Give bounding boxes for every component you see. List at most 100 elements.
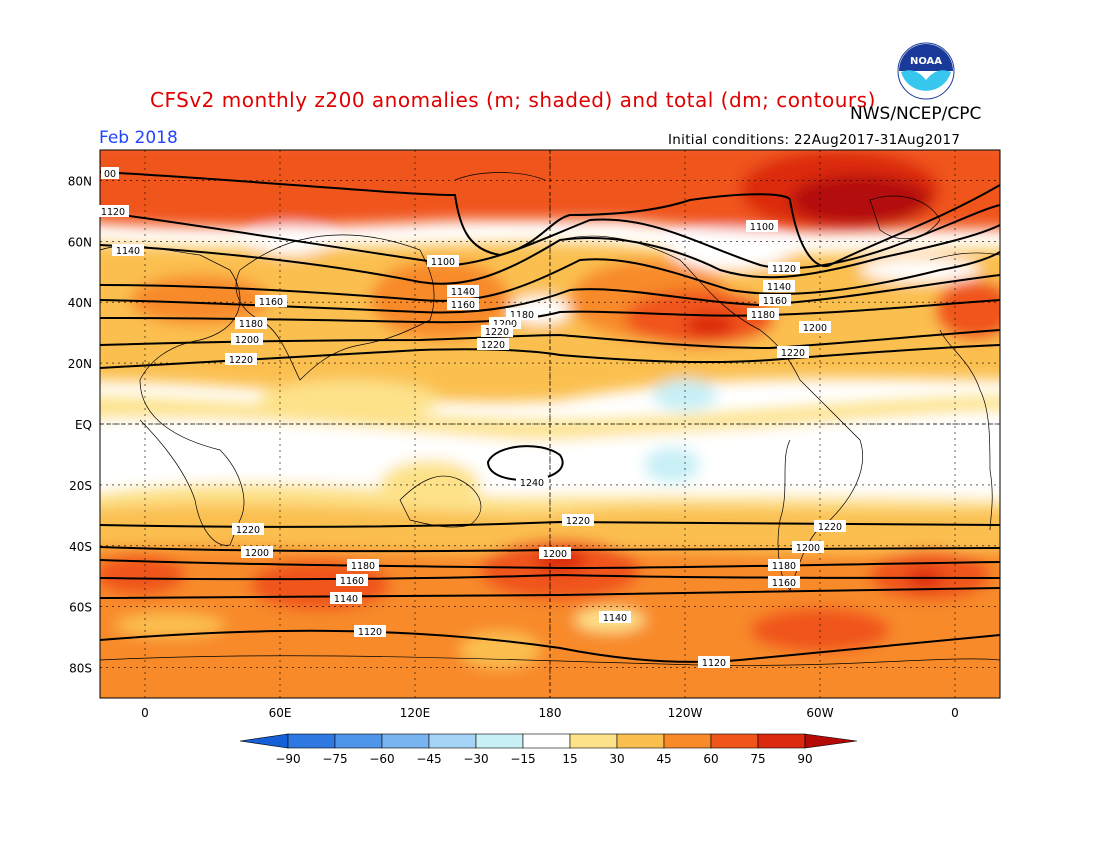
contour-label-box [347,559,379,571]
contour-label: 1160 [768,576,800,589]
colorbar-arrow-left [239,733,289,749]
contour-label: 1220 [232,523,264,536]
contour-label: 1160 [255,295,287,308]
colorbar-swatch [710,733,759,749]
contour-label-box [562,514,594,526]
lon-label: 60W [806,706,833,720]
contour-label-box [768,559,800,571]
contour-label-text: 1120 [702,658,726,669]
contour-label-text: 1220 [485,327,509,338]
contour-label-box [763,280,795,292]
contour-label-box [777,346,809,358]
organization-label: NWS/NCEP/CPC [850,104,982,124]
contour-label-box [599,611,631,623]
contour-label-box [746,220,778,232]
contour-label-text: 1140 [334,594,358,605]
contour-label-text: 1120 [772,264,796,275]
contour-label-box [477,338,509,350]
contour-label-box [101,167,119,179]
initial-conditions-label: Initial conditions: 22Aug2017-31Aug2017 [668,132,961,148]
contour-label-box [330,592,362,604]
lat-label: EQ [75,418,92,432]
contour-label: 1240 [516,476,548,489]
contour-label: 1220 [777,346,809,359]
contour-label-text: 1200 [235,335,259,346]
lon-label: 0 [951,706,959,720]
colorbar-tick-label: 60 [703,752,718,766]
contour-label: 1140 [763,280,795,293]
lat-label: 40S [69,540,92,554]
contour-label: 1220 [814,520,846,533]
contour-label-text: 1200 [543,549,567,560]
contour-label-text: 00 [104,169,116,180]
contour-label-box [768,576,800,588]
lat-label: 60N [68,235,92,249]
contour-label-text: 1100 [750,222,774,233]
contour-label-box [225,353,257,365]
contour-label: 1200 [241,546,273,559]
colorbar-swatch [569,733,618,749]
contour-labels: 1100 1100 1120 1120 1140 1140 1140 1160 1160 1160… [97,167,846,669]
valid-month-label: Feb 2018 [99,128,178,148]
contour-label-text: 1160 [451,300,475,311]
contour-label-box [792,541,824,553]
colorbar-tick-label: −45 [416,752,441,766]
contour-label-text: 1160 [772,578,796,589]
contour-label: 1100 [746,220,778,233]
contour-label-box [759,294,791,306]
contour-label-text: 1160 [340,576,364,587]
lon-label: 60E [269,706,292,720]
contour-label-text: 1220 [236,525,260,536]
contour-label-text: 1140 [603,613,627,624]
colorbar-tick-label: 90 [797,752,812,766]
contour-label-text: 1220 [481,340,505,351]
contour-label-text: 1180 [239,319,263,330]
contour-label: 1160 [336,574,368,587]
lon-label: 180 [539,706,562,720]
contour-label-text: 1180 [510,310,534,321]
contour-label-box [255,295,287,307]
colorbar-tick-label: 30 [609,752,624,766]
chart-title: CFSv2 monthly z200 anomalies (m; shaded)… [150,88,876,112]
contour-label-text: 1180 [772,561,796,572]
colorbar-arrow-right [804,733,858,749]
lat-label: 20S [69,479,92,493]
contour-label-text: 1220 [229,355,253,366]
lat-label: 60S [69,601,92,615]
lat-label: 80S [69,662,92,676]
contour-label-box [231,333,263,345]
contour-label: 1200 [792,541,824,554]
contour-label-box [814,520,846,532]
contour-label: 1220 [562,514,594,527]
contour-label-text: 1140 [451,287,475,298]
lat-label: 20N [68,357,92,371]
contour-label-box [481,325,513,337]
contour-label: 1180 [747,308,779,321]
colorbar-swatch [616,733,665,749]
contour-label-box [516,476,548,488]
contour-label: 1100 [427,255,459,268]
contour-label-text: 1120 [358,627,382,638]
contour-label: 1160 [447,298,479,311]
contour-label-box [427,255,459,267]
contour-label-text: 1140 [116,246,140,257]
contour-label: 1200 [799,321,831,334]
contour-label-text: 1220 [818,522,842,533]
contour-label: 1140 [599,611,631,624]
colorbar-tick-label: 75 [750,752,765,766]
coastlines [100,172,1000,666]
colorbar-tick-label: −90 [275,752,300,766]
contour-label-text: 1180 [351,561,375,572]
contour-label: 1140 [330,592,362,605]
colorbar-swatch [381,733,430,749]
colorbar-swatch [522,733,571,749]
contour-label: 1220 [481,325,513,338]
contour-label-text: 1160 [763,296,787,307]
colorbar-tick-label: −30 [463,752,488,766]
contour-label: 1120 [354,625,386,638]
contour-label-box [336,574,368,586]
longitude-labels: 0 60E 120E 180 120W 60W 0 [141,706,959,720]
noaa-logo-icon: NOAA [897,42,955,100]
contour-label-text: 1160 [259,297,283,308]
